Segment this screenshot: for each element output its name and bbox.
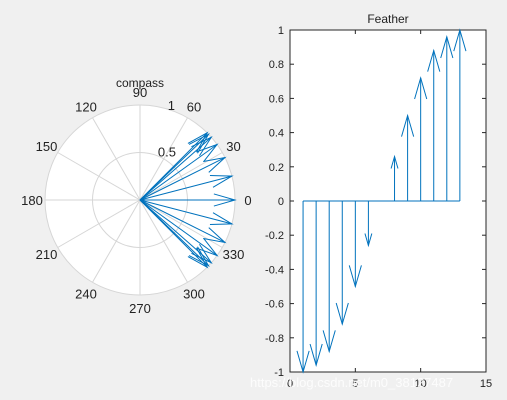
compass-arrow-head: [196, 237, 219, 257]
feather-arrow-head: [335, 302, 349, 326]
compass-angle-label: 330: [223, 247, 245, 262]
compass-grid-spoke: [92, 199, 141, 283]
compass-arrow: [139, 199, 226, 243]
feather-y-tick-label: 0.2: [269, 162, 284, 174]
feather-y-tick-label: 0.6: [269, 93, 284, 105]
compass-grid-spoke: [139, 117, 188, 201]
feather-y-tick-label: 0.4: [269, 128, 284, 140]
compass-arrow: [139, 175, 233, 201]
feather-x-tick-label: 10: [415, 378, 427, 390]
feather-arrow-head: [296, 350, 310, 374]
compass-angle-label: 270: [129, 301, 151, 316]
compass-arrow: [139, 199, 218, 256]
compass-radius-label: 0.5: [158, 145, 176, 160]
feather-y-tick-label: -0.4: [265, 264, 284, 276]
compass-angle-label: 0: [244, 193, 251, 208]
compass-arrow: [139, 157, 226, 201]
compass-arrow-head: [203, 156, 227, 173]
compass-grid-spoke: [92, 117, 141, 201]
feather-arrow-head: [309, 343, 323, 367]
compass-arrow-head: [203, 227, 227, 244]
compass-arrow-head: [188, 246, 210, 268]
compass-angle-label: 150: [36, 139, 58, 154]
compass-arrow-head: [209, 212, 234, 225]
compass-angle-label: 60: [187, 99, 201, 114]
compass-arrow: [139, 199, 233, 225]
compass-arrow-head: [191, 136, 213, 157]
compass-angle-label: 240: [75, 287, 97, 302]
compass-grid-spoke: [139, 199, 188, 283]
compass-arrow: [139, 144, 218, 201]
compass-arrow-head: [213, 193, 237, 207]
feather-y-tick-label: -1: [274, 367, 284, 379]
compass-arrow-head: [187, 131, 209, 153]
feather-arrow-head: [348, 265, 362, 289]
feather-y-tick-label: -0.8: [265, 333, 284, 345]
feather-arrow-head: [401, 113, 415, 137]
compass-plot: 0 30 60 90 120 150 180 210 240 270 300 330 0.5 1 compa…: [21, 76, 251, 316]
compass-grid-spoke: [57, 199, 141, 248]
compass-grid-spoke: [57, 152, 141, 201]
feather-plot: Feather 0 5 10 15 -1 -0.8 -0.6 -0.4 -0.2 0 0.2 0.4 0.…: [265, 12, 492, 390]
feather-y-tick-label: 1: [278, 25, 284, 37]
feather-arrow-head: [440, 35, 454, 59]
compass-arrow-head: [187, 247, 209, 269]
compass-arrow-head: [188, 132, 210, 154]
compass-arrow: [139, 199, 209, 267]
feather-arrow-head: [322, 330, 336, 354]
feather-arrow-head: [414, 76, 428, 100]
feather-y-tick-label: -0.6: [265, 299, 284, 311]
watermark: https://blog.csdn.net/m0_38127487: [250, 375, 453, 390]
feather-arrow-head: [390, 154, 399, 169]
compass-angle-label: 300: [183, 287, 205, 302]
feather-x-tick-label: 5: [352, 378, 358, 390]
feather-y-tick-label: -0.2: [265, 230, 284, 242]
compass-angle-label: 210: [36, 247, 58, 262]
compass-arrow-head: [209, 175, 234, 188]
compass-radius-label: 1: [168, 98, 175, 113]
feather-x-tick-label: 0: [287, 378, 293, 390]
feather-x-tick-label: 15: [480, 378, 492, 390]
feather-arrow-head: [364, 233, 373, 248]
compass-angle-label: 30: [226, 139, 240, 154]
compass-arrow: [139, 132, 208, 201]
feather-arrow-head: [427, 48, 441, 72]
compass-arrow: [139, 199, 212, 264]
compass-angle-label: 120: [75, 99, 97, 114]
feather-y-tick-label: 0.8: [269, 59, 284, 71]
compass-title: compass: [116, 76, 164, 90]
compass-angle-label: 90: [133, 85, 147, 100]
feather-title: Feather: [367, 12, 408, 26]
feather-y-tick-label: 0: [278, 196, 284, 208]
compass-angle-label: 180: [21, 193, 43, 208]
feather-arrow-head: [453, 28, 467, 52]
